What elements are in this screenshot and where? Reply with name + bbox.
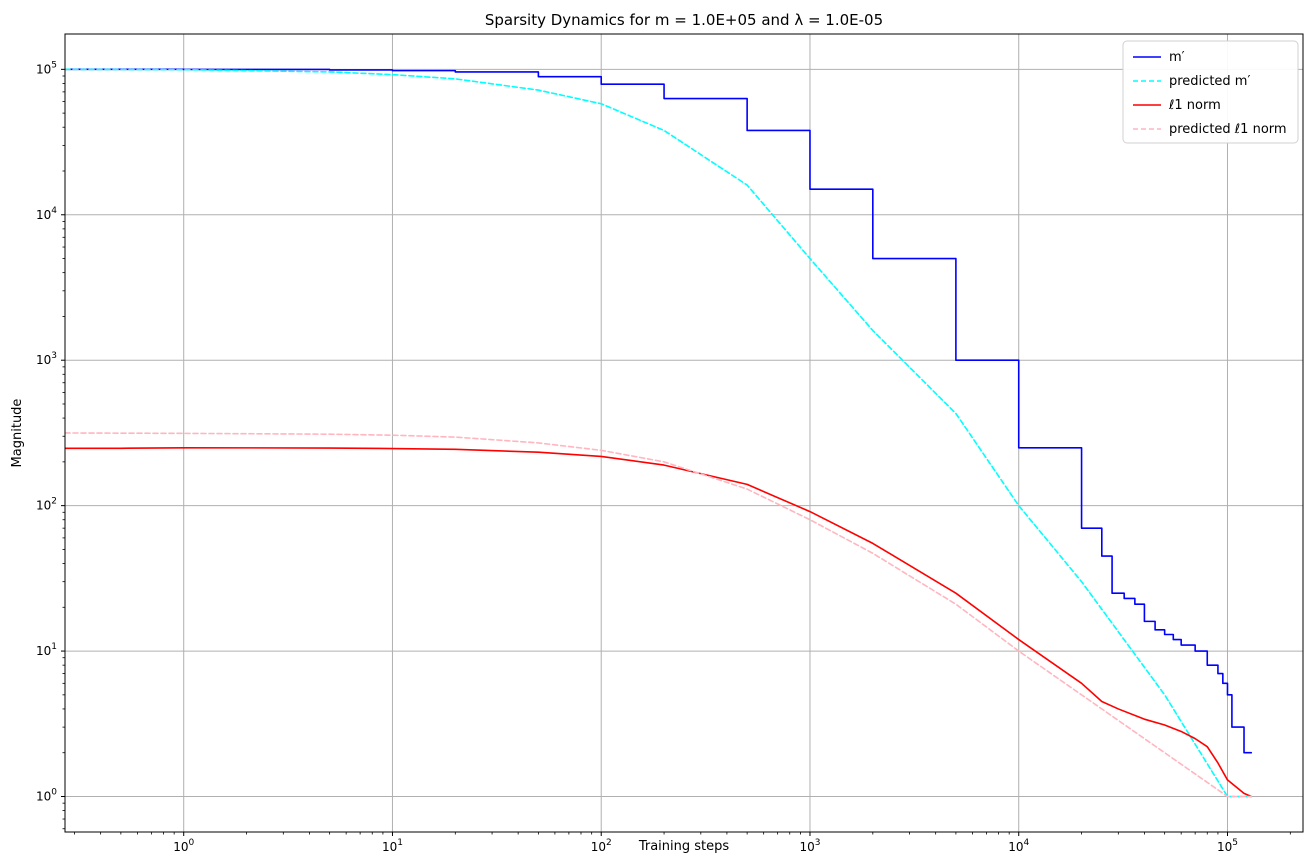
legend-label-0: m′ xyxy=(1169,50,1185,65)
x-tick-label: 103 xyxy=(799,838,820,854)
x-tick-label: 101 xyxy=(382,838,403,854)
y-tick-label: 104 xyxy=(36,206,57,222)
y-tick-label: 100 xyxy=(36,787,57,803)
legend-label-3: predicted ℓ1 norm xyxy=(1169,122,1287,137)
chart-title: Sparsity Dynamics for m = 1.0E+05 and λ … xyxy=(485,11,883,29)
series-line-3 xyxy=(65,432,1253,798)
y-tick-label: 102 xyxy=(36,497,57,513)
y-tick-label: 101 xyxy=(36,642,57,658)
plot-frame xyxy=(64,33,1304,833)
x-axis-label: Training steps xyxy=(638,839,730,854)
legend-label-1: predicted m′ xyxy=(1169,74,1250,89)
y-tick-label: 103 xyxy=(36,351,57,367)
x-tick-label: 102 xyxy=(591,838,612,854)
x-tick-label: 100 xyxy=(173,838,194,854)
series-line-2 xyxy=(65,446,1253,798)
y-tick-label: 105 xyxy=(36,60,57,76)
legend-label-2: ℓ1 norm xyxy=(1168,98,1221,113)
series-line-1 xyxy=(65,68,1253,798)
y-axis-label: Magnitude xyxy=(10,399,25,468)
series-line-0 xyxy=(65,68,1253,754)
x-tick-label: 104 xyxy=(1008,838,1029,854)
x-tick-label: 105 xyxy=(1217,838,1238,854)
legend-box xyxy=(1122,40,1299,144)
